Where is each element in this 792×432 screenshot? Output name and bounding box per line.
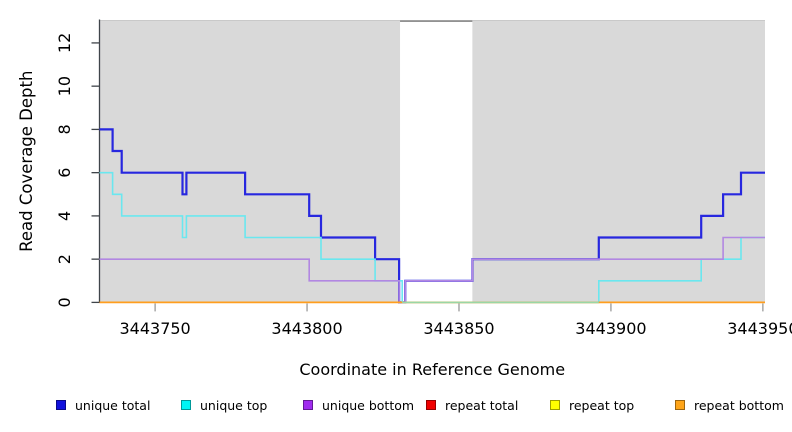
legend-label: unique bottom xyxy=(322,397,415,413)
legend-item-repeat-bottom: repeat bottom xyxy=(675,394,784,416)
legend-item-repeat-total: repeat total xyxy=(426,394,518,416)
y-tick-label: 10 xyxy=(55,76,74,96)
legend-swatch-icon xyxy=(56,400,66,410)
legend-label: unique top xyxy=(200,397,268,413)
x-tick-label: 3443850 xyxy=(423,319,494,338)
legend-label: repeat top xyxy=(569,397,635,413)
chart-legend: unique total unique top unique bottom repea… xyxy=(0,394,792,420)
x-tick-label: 3443800 xyxy=(271,319,342,338)
legend-label: repeat bottom xyxy=(694,397,784,413)
series-line-unique-top xyxy=(99,171,765,304)
legend-swatch-icon xyxy=(675,400,685,410)
y-tick-label: 2 xyxy=(55,254,74,264)
legend-swatch-icon xyxy=(426,400,436,410)
x-axis-title: Coordinate in Reference Genome xyxy=(299,360,565,379)
legend-swatch-icon xyxy=(181,400,191,410)
series-line-unique-total xyxy=(99,128,765,304)
series-line-unique-bottom xyxy=(99,236,765,304)
x-tick-label: 3443950 xyxy=(727,319,792,338)
legend-label: unique total xyxy=(75,397,151,413)
legend-item-repeat-top: repeat top xyxy=(550,394,634,416)
legend-item-unique-bottom: unique bottom xyxy=(303,394,414,416)
legend-label: repeat total xyxy=(445,397,519,413)
legend-swatch-icon xyxy=(550,400,560,410)
x-tick-label: 3443750 xyxy=(119,319,190,338)
legend-item-unique-total: unique total xyxy=(56,394,150,416)
legend-swatch-icon xyxy=(303,400,313,410)
y-axis-title: Read Coverage Depth xyxy=(17,71,36,252)
y-tick-label: 4 xyxy=(55,211,74,221)
y-tick-label: 8 xyxy=(55,124,74,134)
x-tick-label: 3443900 xyxy=(575,319,646,338)
y-tick-label: 6 xyxy=(55,168,74,178)
highlight-region xyxy=(400,20,473,303)
y-tick-label: 12 xyxy=(55,33,74,53)
y-tick-label: 0 xyxy=(55,297,74,307)
legend-item-unique-top: unique top xyxy=(181,394,267,416)
